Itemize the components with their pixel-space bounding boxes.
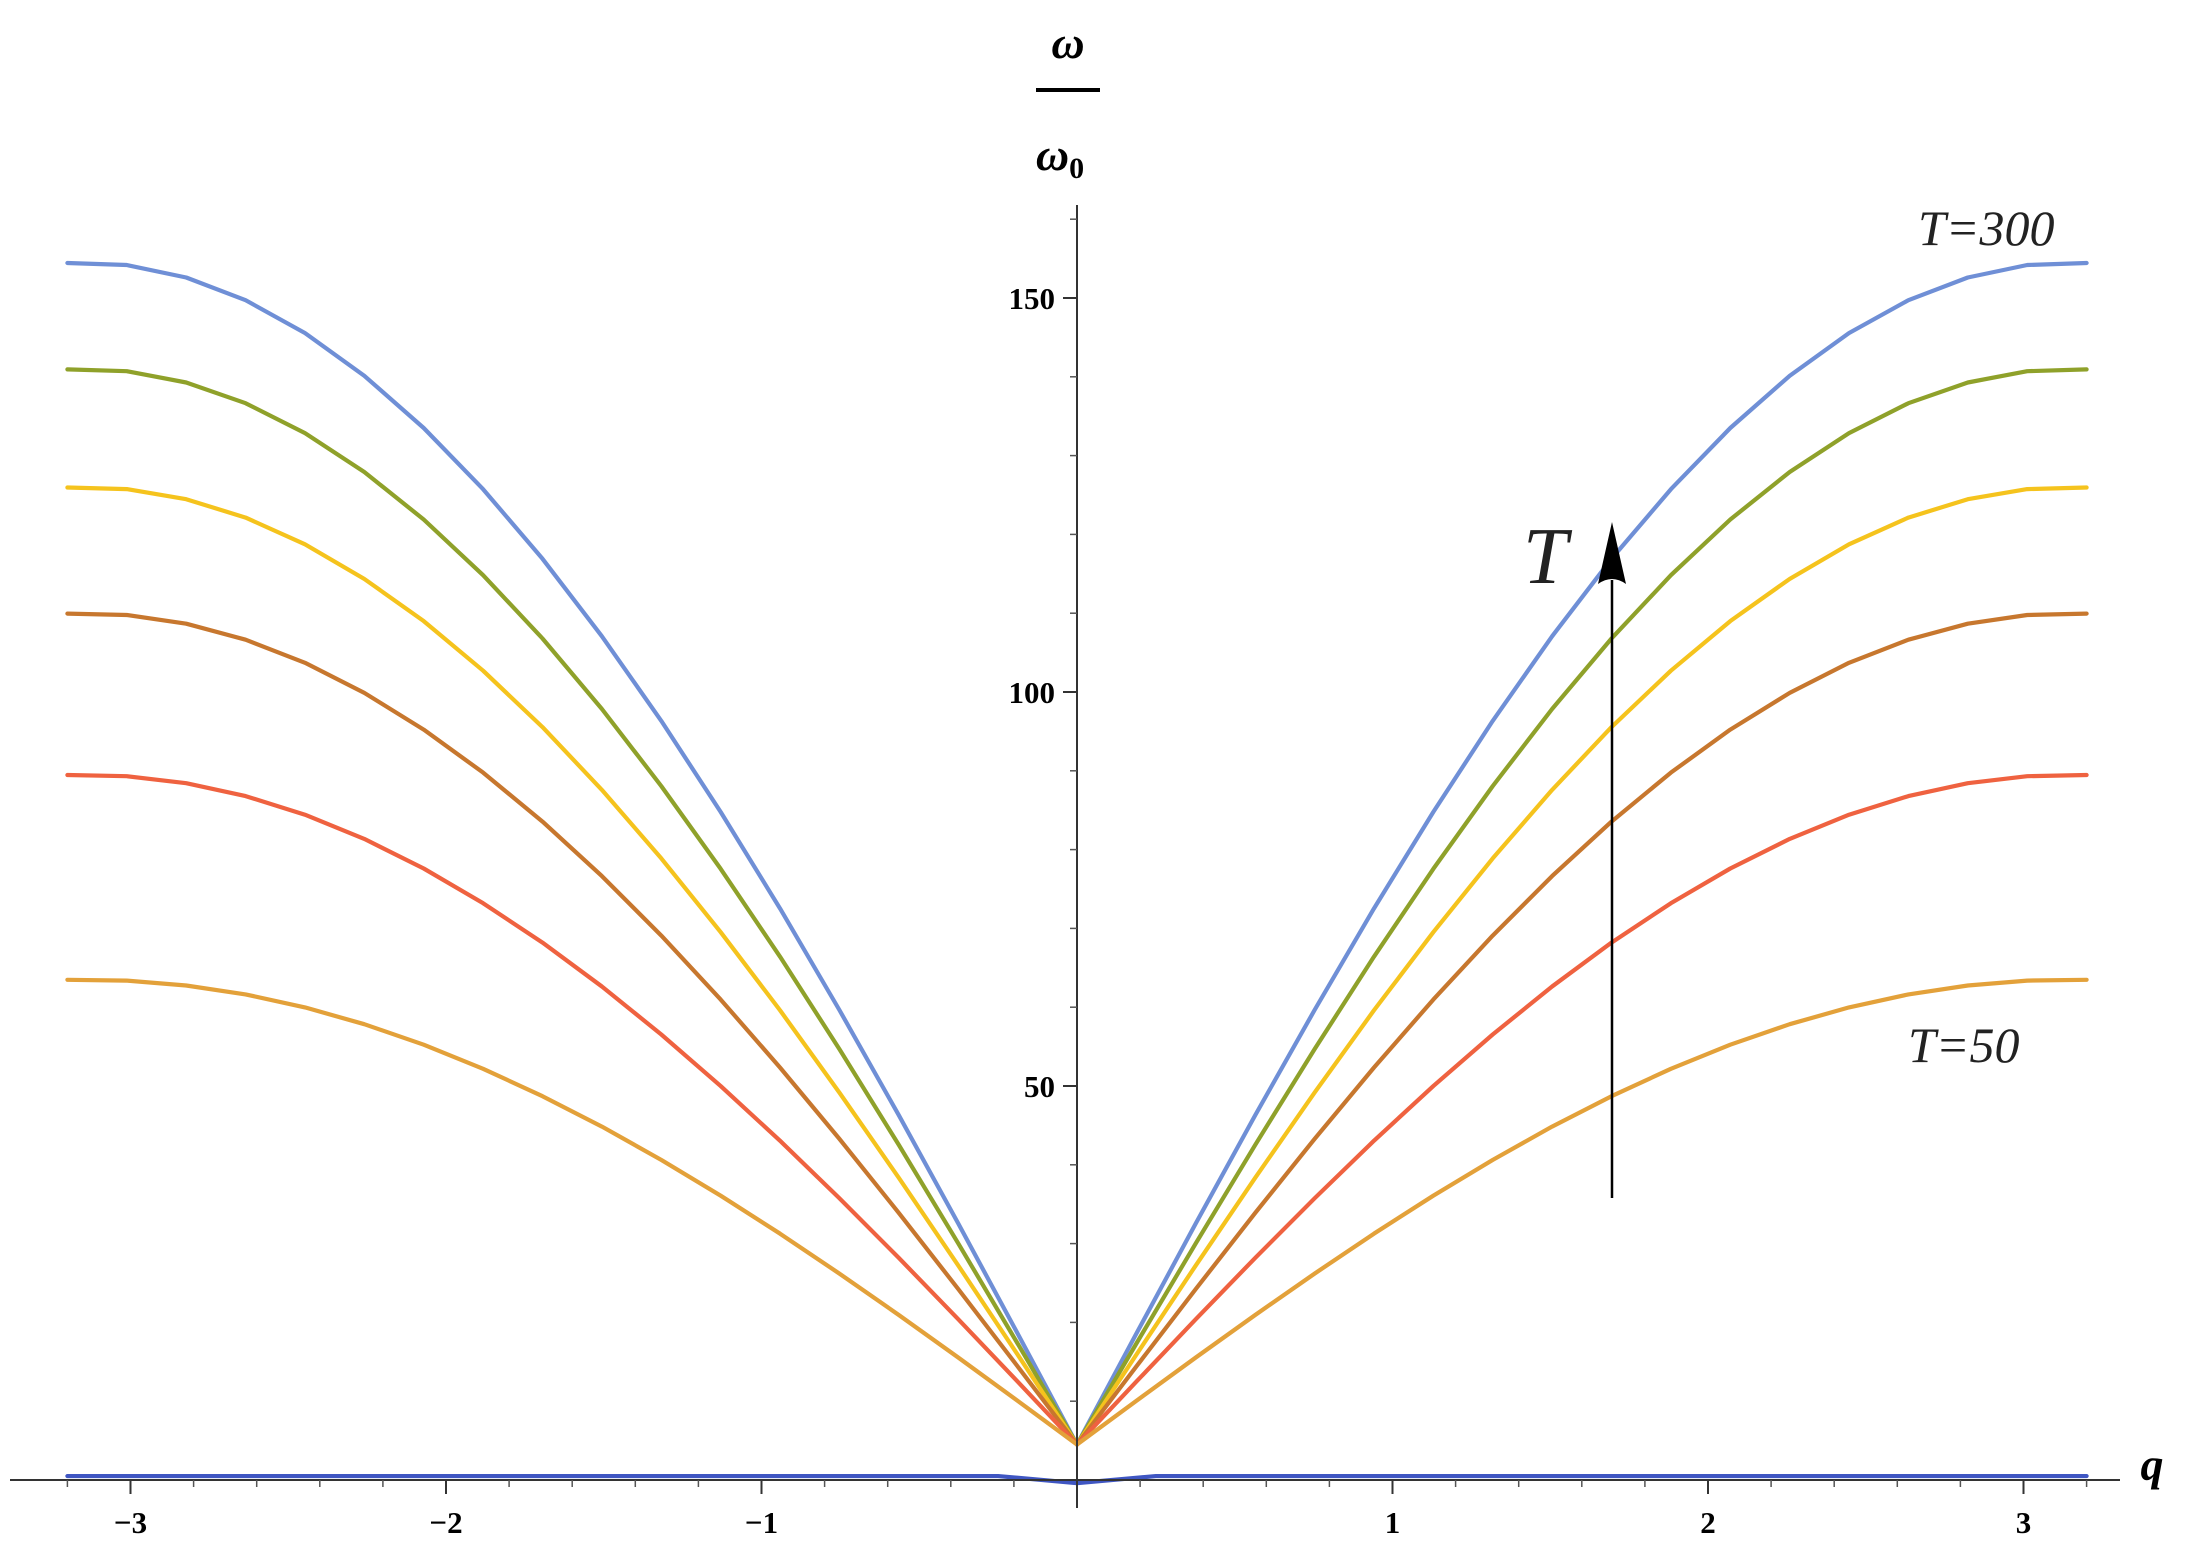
x-tick-label: 2 bbox=[1700, 1505, 1716, 1540]
temperature-arrow-head bbox=[1598, 522, 1626, 584]
annotation-arrow-label: T bbox=[1523, 513, 1573, 601]
y-label-numerator: ω bbox=[1051, 17, 1084, 68]
y-tick-label: 100 bbox=[1009, 675, 1056, 710]
ticks-group: −3 −2 −1 1 2 3 50 100 150 bbox=[66, 218, 2088, 1540]
y-label-denominator-subscript: 0 bbox=[1069, 152, 1084, 185]
y-axis-label: ω ω0 bbox=[1036, 17, 1100, 185]
y-tick-label: 150 bbox=[1009, 281, 1056, 316]
y-label-denominator: ω0 bbox=[1036, 129, 1084, 185]
y-label-denominator-symbol: ω bbox=[1036, 129, 1069, 180]
x-tick-label: −2 bbox=[429, 1505, 462, 1540]
axes-group bbox=[10, 205, 2120, 1508]
x-tick-label: 1 bbox=[1385, 1505, 1401, 1540]
x-tick-label: 3 bbox=[2016, 1505, 2032, 1540]
x-axis-label: q bbox=[2141, 1439, 2164, 1490]
y-tick-label: 50 bbox=[1024, 1069, 1055, 1104]
annotation-top-curve: T=300 bbox=[1918, 200, 2055, 256]
temperature-arrow bbox=[1598, 522, 1626, 1198]
x-tick-label: −1 bbox=[745, 1505, 778, 1540]
annotation-bottom-curve: T=50 bbox=[1908, 1017, 2020, 1073]
x-tick-label: −3 bbox=[114, 1505, 147, 1540]
